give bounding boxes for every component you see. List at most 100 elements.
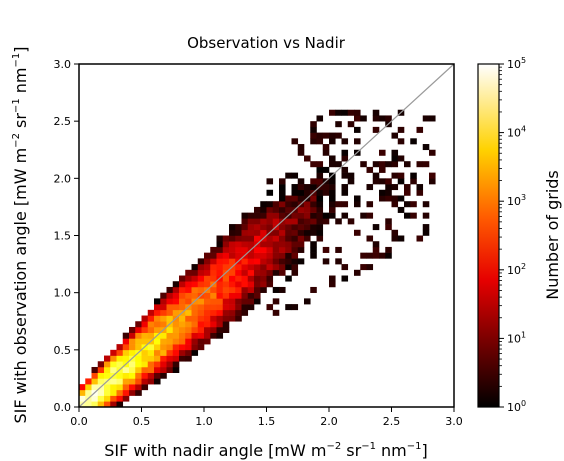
- heatmap-cell: [141, 366, 149, 373]
- heatmap-cell: [216, 304, 224, 311]
- heatmap-cell: [372, 109, 380, 116]
- heatmap-cell: [379, 195, 386, 202]
- heatmap-cell: [116, 401, 124, 407]
- heatmap-cell: [329, 195, 336, 202]
- heatmap-cell: [172, 304, 180, 311]
- heatmap-cell: [335, 201, 342, 208]
- heatmap-cell: [154, 326, 161, 333]
- heatmap-cell: [297, 184, 305, 191]
- heatmap-cell: [197, 321, 205, 328]
- heatmap-cell: [104, 389, 111, 396]
- heatmap-cell: [310, 138, 317, 145]
- heatmap-cell: [110, 395, 117, 402]
- heatmap-cell: [247, 292, 255, 299]
- heatmap-cell: [266, 206, 274, 213]
- heatmap-cell: [79, 389, 86, 396]
- y-tick-label: 2.5: [54, 115, 72, 128]
- heatmap-cell: [310, 224, 317, 231]
- heatmap-cell: [347, 218, 355, 225]
- heatmap-cell: [85, 389, 92, 396]
- heatmap-cell: [422, 212, 430, 219]
- heatmap-cell: [235, 229, 242, 236]
- heatmap-cell: [191, 275, 199, 282]
- heatmap-cell: [266, 212, 274, 219]
- heatmap-cell: [372, 241, 380, 248]
- heatmap-cell: [241, 309, 249, 316]
- heatmap-cell: [179, 281, 186, 288]
- heatmap-cell: [210, 326, 217, 333]
- heatmap-cell: [91, 395, 99, 402]
- heatmap-cell: [310, 201, 317, 208]
- heatmap-cell: [291, 195, 299, 202]
- heatmap-cell: [341, 138, 349, 145]
- heatmap-cell: [335, 258, 342, 265]
- heatmap-cell: [204, 315, 211, 322]
- heatmap-cell: [191, 304, 199, 311]
- heatmap-cell: [179, 355, 186, 362]
- heatmap-cell: [122, 395, 130, 402]
- heatmap-cell: [166, 326, 174, 333]
- heatmap-cell: [241, 241, 249, 248]
- heatmap-cell: [329, 275, 336, 282]
- heatmap-cell: [135, 366, 142, 373]
- heatmap-cell: [110, 384, 117, 391]
- heatmap-cell: [272, 309, 280, 316]
- heatmap-cell: [97, 401, 105, 407]
- heatmap-cell: [329, 281, 336, 288]
- heatmap-cell: [210, 269, 217, 276]
- heatmap-cell: [254, 235, 261, 242]
- y-tick-label: 0.5: [54, 344, 72, 357]
- heatmap-cell: [316, 229, 324, 236]
- heatmap-cell: [397, 178, 405, 185]
- heatmap-cell: [222, 246, 230, 253]
- heatmap-cell: [104, 366, 111, 373]
- heatmap-cell: [360, 264, 367, 271]
- heatmap-cell: [185, 292, 192, 299]
- heatmap-cell: [247, 252, 255, 259]
- heatmap-cell: [304, 229, 311, 236]
- heatmap-cell: [279, 206, 286, 213]
- heatmap-cell: [272, 286, 280, 293]
- heatmap-cell: [172, 355, 180, 362]
- heatmap-cell: [154, 344, 161, 351]
- heatmap-cell: [197, 338, 205, 345]
- heatmap-cell: [391, 184, 399, 191]
- heatmap-cell: [235, 281, 242, 288]
- y-tick-label: 2.0: [54, 172, 72, 185]
- heatmap-cell: [229, 229, 236, 236]
- heatmap-cell: [385, 115, 392, 122]
- heatmap-cell: [97, 366, 105, 373]
- heatmap-cell: [197, 304, 205, 311]
- heatmap-cell: [260, 269, 267, 276]
- heatmap-cell: [154, 378, 161, 385]
- heatmap-cell: [279, 246, 286, 253]
- heatmap-cell: [247, 269, 255, 276]
- heatmap-cell: [204, 275, 211, 282]
- heatmap-cell: [97, 378, 105, 385]
- heatmap-cell: [222, 326, 230, 333]
- heatmap-cell: [379, 161, 386, 168]
- heatmap-cell: [322, 184, 330, 191]
- heatmap-cell: [422, 201, 430, 208]
- heatmap-cell: [229, 315, 236, 322]
- heatmap-cell: [204, 326, 211, 333]
- heatmap-cell: [316, 224, 324, 231]
- x-tick-label: 1.5: [258, 415, 276, 428]
- heatmap-cell: [429, 172, 436, 179]
- heatmap-cell: [160, 361, 167, 368]
- heatmap-cell: [154, 338, 161, 345]
- heatmap-cell: [272, 206, 280, 213]
- heatmap-cell: [260, 252, 267, 259]
- heatmap-cell: [204, 281, 211, 288]
- heatmap-cell: [172, 309, 180, 316]
- heatmap-cell: [341, 172, 349, 179]
- heatmap-cell: [285, 264, 292, 271]
- heatmap-cell: [266, 189, 274, 196]
- heatmap-cell: [341, 184, 349, 191]
- heatmap-cell: [116, 395, 124, 402]
- heatmap-cell: [235, 246, 242, 253]
- heatmap-cell: [254, 298, 261, 305]
- heatmap-cell: [185, 355, 192, 362]
- heatmap-cell: [341, 149, 349, 156]
